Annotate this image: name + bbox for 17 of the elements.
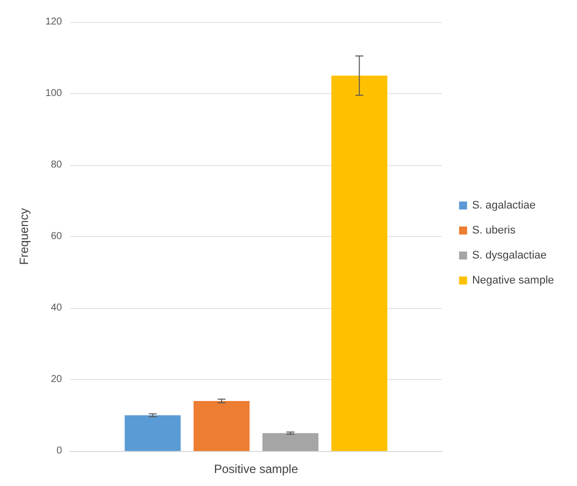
bar — [124, 415, 181, 451]
y-tick-label: 60 — [50, 231, 62, 242]
y-tick-label: 80 — [50, 160, 62, 170]
bar — [194, 400, 250, 451]
y-axis-title: Frequency — [17, 208, 31, 265]
legend-label: S. uberis — [472, 224, 516, 236]
legend-label: S. dysgalactiae — [472, 250, 547, 262]
y-tick-label: 120 — [45, 16, 62, 28]
bar — [331, 76, 388, 451]
y-tick-label: 100 — [45, 88, 62, 99]
y-tick-label: 40 — [50, 302, 62, 314]
y-tick-label: 0 — [56, 446, 62, 456]
x-tick-label: Positive sample — [214, 462, 298, 476]
legend-label: S. agalactiae — [472, 200, 536, 212]
legend-label: Negative sample — [472, 274, 554, 286]
y-tick-label: 20 — [50, 374, 62, 385]
bar — [262, 433, 318, 451]
